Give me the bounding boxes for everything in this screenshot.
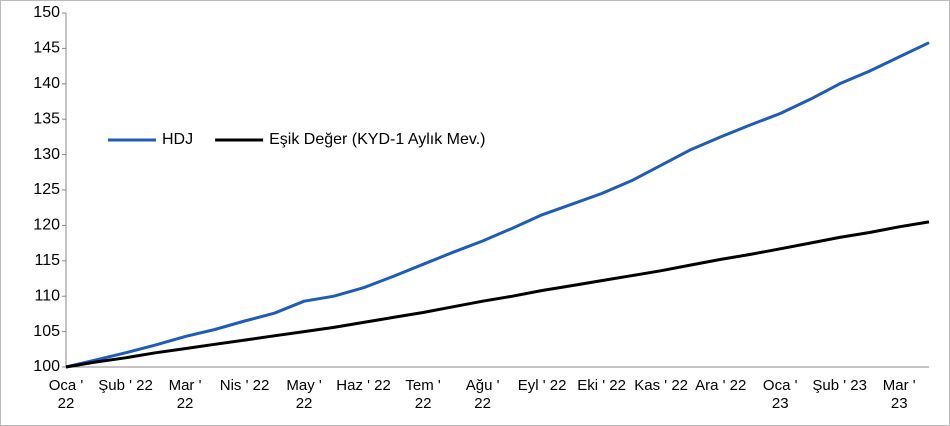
y-tick-label: 130: [33, 146, 60, 163]
y-tick-label: 110: [34, 287, 60, 304]
x-tick-label: Şub ' 23: [812, 377, 867, 394]
x-tick-label: Mar ' 23: [882, 377, 916, 412]
x-tick-label: Şub ' 22: [98, 377, 153, 394]
x-tick-label: May ' 22: [286, 377, 322, 412]
legend-label: HDJ: [162, 131, 193, 148]
x-tick-label: Oca ' 23: [762, 377, 798, 412]
series-line: [65, 220, 930, 369]
y-tick-label: 135: [33, 110, 60, 127]
x-tick-label: Eki ' 22: [577, 377, 626, 394]
x-tick-label: Ağu ' 22: [465, 377, 500, 412]
x-tick-label: Nis ' 22: [219, 377, 270, 394]
x-tick-label: Haz ' 22: [336, 377, 391, 394]
y-tick-label: 105: [33, 323, 60, 340]
x-tick-label: Mar ' 22: [168, 377, 202, 412]
legend-label: Eşik Değer (KYD-1 Aylık Mev.): [269, 131, 485, 148]
x-tick-label: Oca ' 22: [48, 377, 84, 412]
y-tick-label: 115: [34, 252, 60, 269]
x-tick-label: Kas ' 22: [634, 377, 689, 394]
series-line: [65, 41, 930, 369]
x-tick-label: Eyl ' 22: [517, 377, 567, 394]
y-tick-label: 100: [33, 358, 60, 375]
y-tick-label: 150: [33, 4, 60, 21]
y-tick-label: 120: [33, 217, 60, 234]
y-tick-label: 145: [33, 40, 60, 57]
y-tick-label: 125: [33, 181, 60, 198]
y-tick-label: 140: [33, 75, 60, 92]
x-tick-label: Ara ' 22: [695, 377, 747, 394]
x-tick-label: Tem ' 22: [405, 377, 441, 412]
